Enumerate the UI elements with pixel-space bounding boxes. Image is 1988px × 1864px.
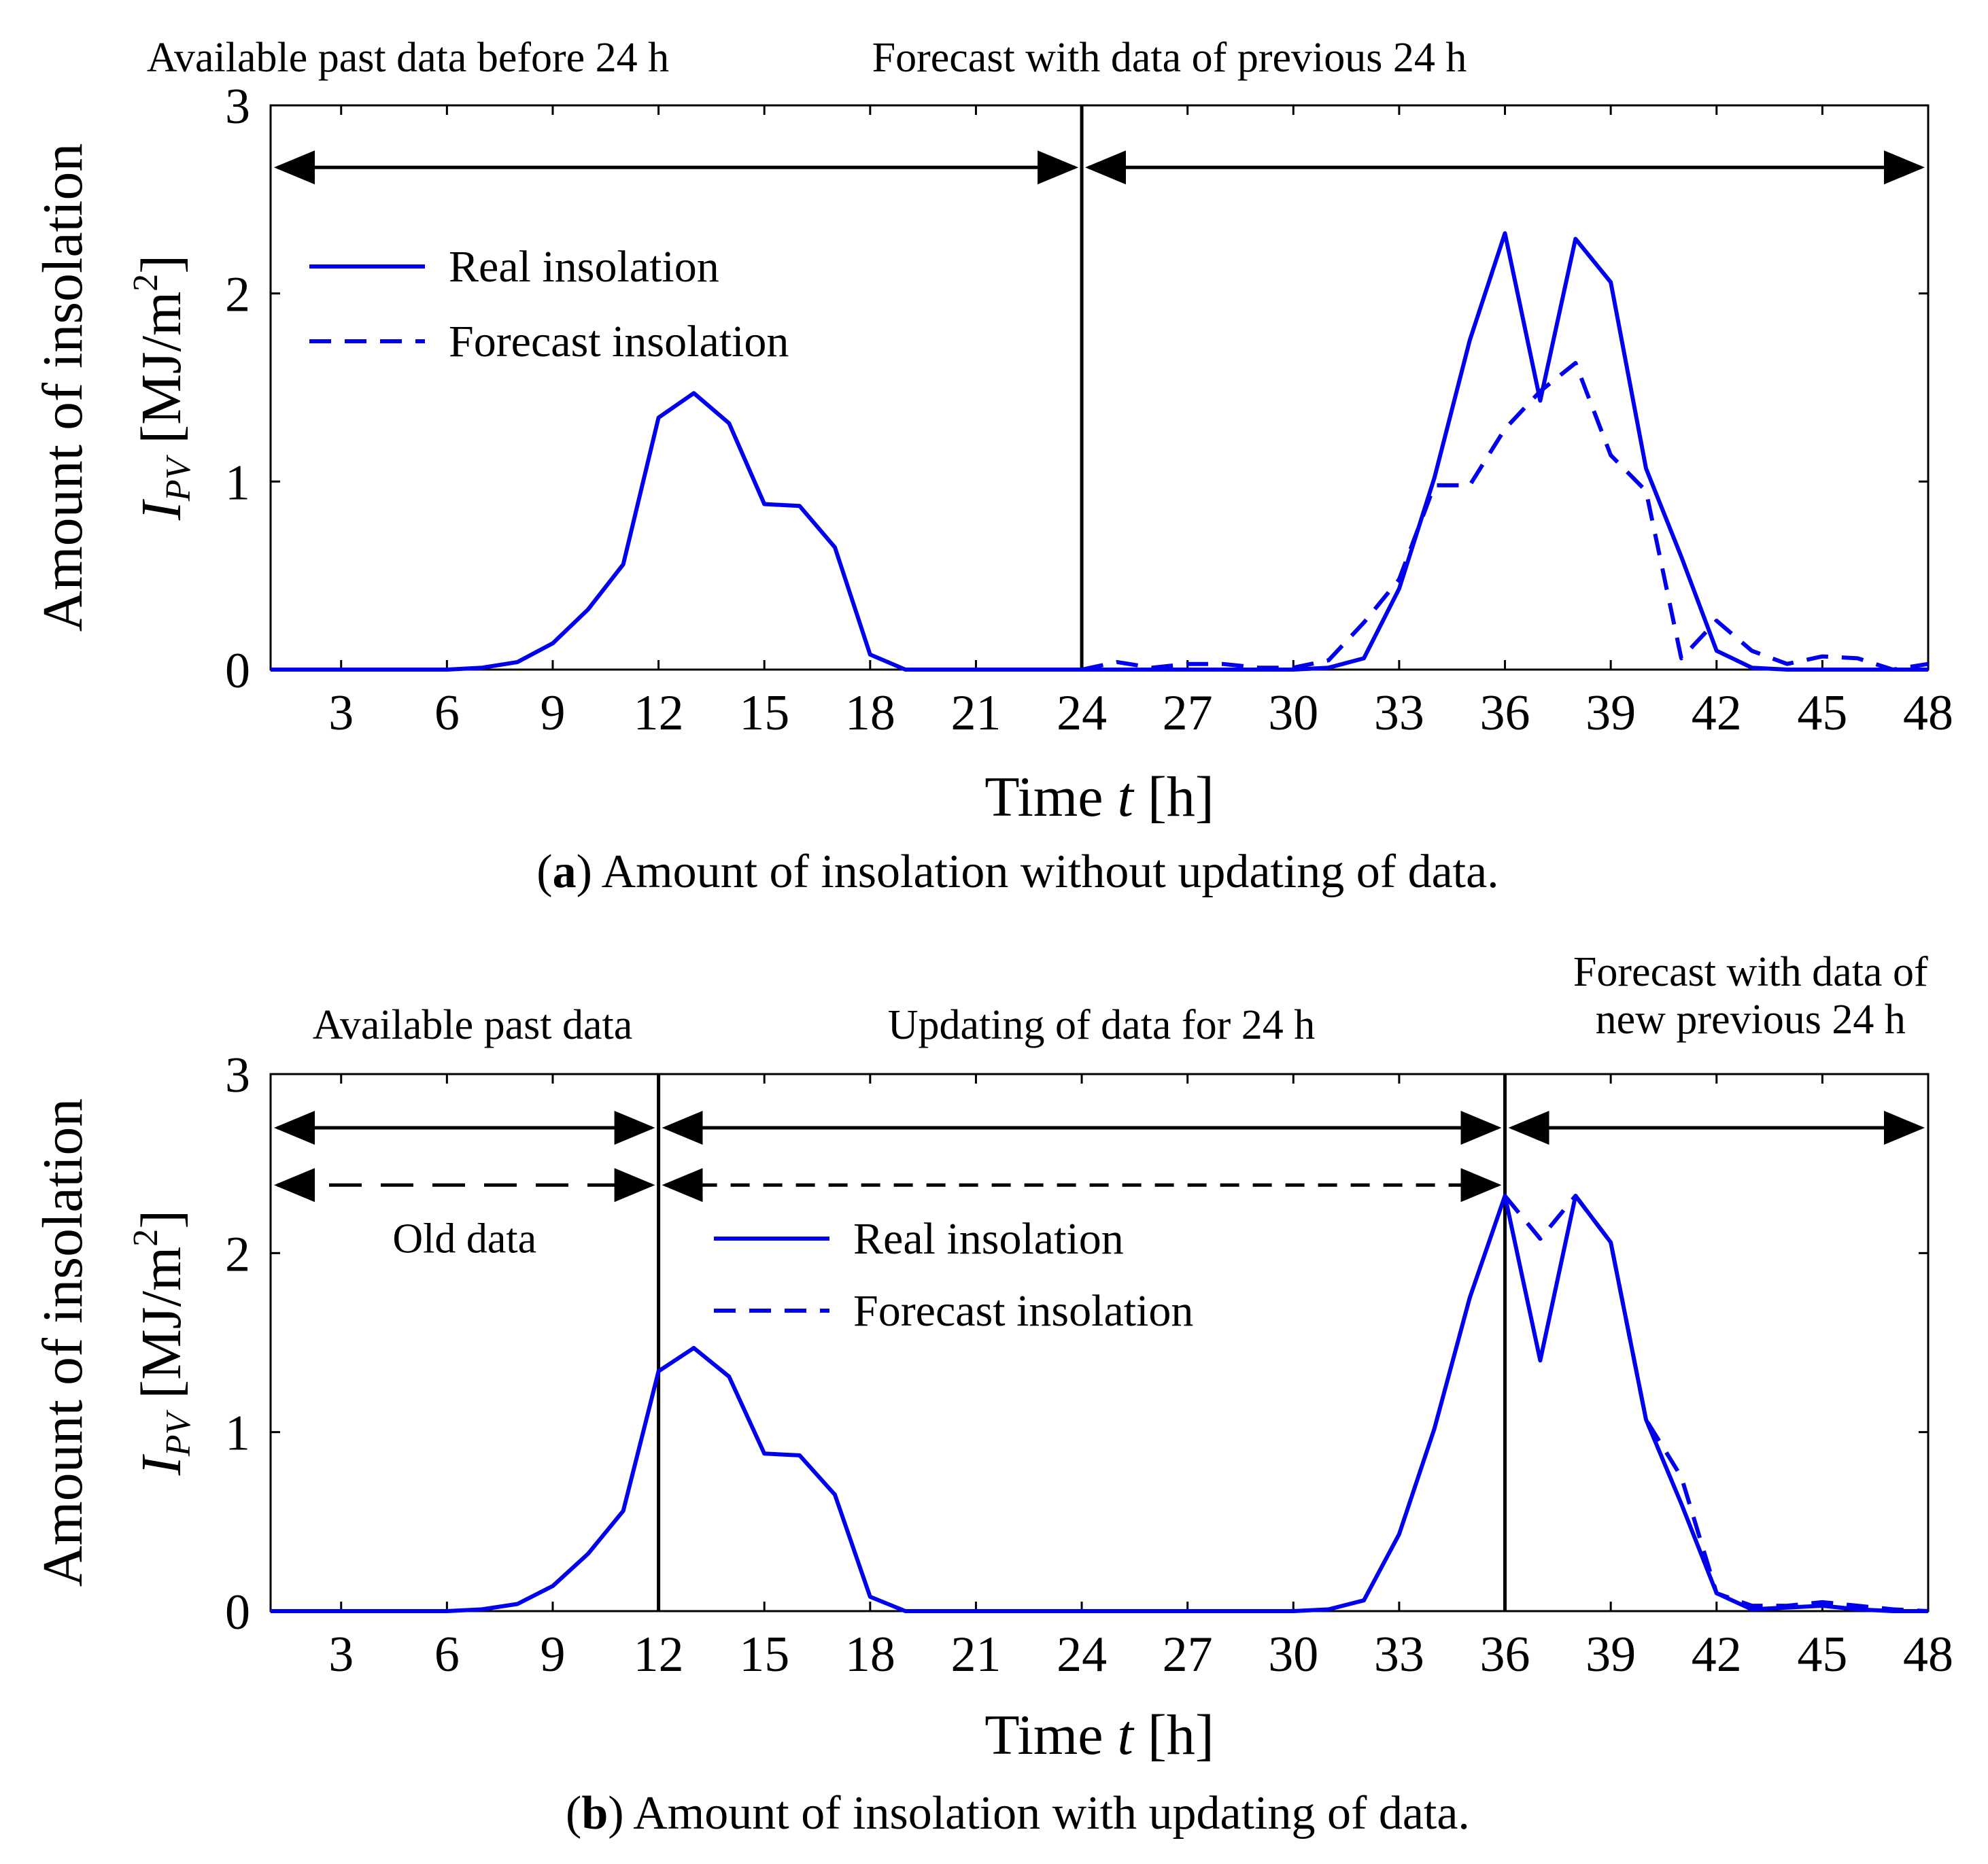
y-axis-unit-label: IPV [MJ/m2] bbox=[126, 255, 198, 521]
x-tick-label: 15 bbox=[739, 685, 789, 741]
y-axis-unit-sup: 2 bbox=[126, 274, 165, 292]
legend-label: Real insolation bbox=[449, 242, 719, 292]
caption-label: b bbox=[581, 1787, 608, 1840]
x-tick-label: 3 bbox=[328, 1627, 354, 1682]
caption: (b) Amount of insolation with updating o… bbox=[566, 1787, 1470, 1840]
y-tick-label: 2 bbox=[225, 267, 250, 323]
x-axis-label-unit: [h] bbox=[1133, 1704, 1214, 1767]
x-tick-label: 33 bbox=[1374, 1627, 1424, 1682]
x-tick-label: 42 bbox=[1692, 1627, 1742, 1682]
plot-frame bbox=[269, 1073, 1930, 1612]
real-insolation-line bbox=[271, 1194, 1928, 1613]
x-axis-label-text: Time bbox=[984, 1704, 1117, 1767]
range-label: Available past data before 24 h bbox=[147, 35, 669, 81]
x-axis-label: Time t [h] bbox=[984, 765, 1214, 829]
x-tick-label: 30 bbox=[1268, 1627, 1318, 1682]
x-tick-label: 33 bbox=[1374, 685, 1424, 741]
panel-b: 3 6 9 12 15 18 21 24 27 30 33 36 39 42 45 480123Availab… bbox=[31, 949, 1953, 1840]
y-tick-label: 1 bbox=[225, 455, 250, 511]
x-tick-label: 36 bbox=[1480, 685, 1530, 741]
y-tick-label: 0 bbox=[225, 643, 250, 699]
x-tick-label: 27 bbox=[1163, 1627, 1213, 1682]
y-tick-label: 1 bbox=[225, 1406, 250, 1462]
x-tick-label: 15 bbox=[739, 1627, 789, 1682]
caption-close: ) bbox=[577, 846, 602, 898]
y-axis-symbol: I bbox=[130, 1453, 193, 1476]
x-tick-label: 9 bbox=[540, 685, 565, 741]
x-tick-label: 24 bbox=[1057, 1627, 1107, 1682]
x-tick-label: 48 bbox=[1903, 1627, 1953, 1682]
x-tick-label: 45 bbox=[1797, 1627, 1847, 1682]
y-axis-subscript: PV bbox=[159, 455, 198, 502]
x-tick-label: 30 bbox=[1268, 685, 1318, 741]
range-label: Forecast with data of new previous 24 h bbox=[1573, 949, 1928, 1043]
range-label-line2: new previous 24 h bbox=[1596, 997, 1906, 1043]
caption-text: Amount of insolation with updating of da… bbox=[633, 1787, 1470, 1840]
y-tick-label: 3 bbox=[225, 79, 250, 135]
y-tick-label: 0 bbox=[225, 1585, 250, 1640]
caption-label: a bbox=[553, 846, 577, 898]
x-tick-label: 45 bbox=[1797, 685, 1847, 741]
x-tick-label: 21 bbox=[950, 685, 1001, 741]
forecast-insolation-line bbox=[1503, 1194, 1929, 1613]
x-tick-label: 18 bbox=[845, 1627, 895, 1682]
x-tick-label: 39 bbox=[1586, 685, 1636, 741]
panels: 3 6 9 12 15 18 21 24 27 30 33 36 39 42 45 480123Availab… bbox=[31, 35, 1953, 1840]
y-axis-subscript: PV bbox=[159, 1410, 198, 1457]
x-axis-label-unit: [h] bbox=[1133, 765, 1214, 829]
range-label: Forecast with data of previous 24 h bbox=[872, 35, 1467, 81]
range-label: Updating of data for 24 h bbox=[888, 1002, 1315, 1048]
legend-label: Real insolation bbox=[853, 1214, 1124, 1264]
y-axis-unit: [MJ/m bbox=[130, 292, 193, 458]
y-axis-symbol: I bbox=[130, 498, 193, 521]
range-label-line1: Forecast with data of bbox=[1573, 949, 1928, 995]
panel-a: 3 6 9 12 15 18 21 24 27 30 33 36 39 42 45 480123Availab… bbox=[31, 35, 1953, 898]
y-axis-unit-close: ] bbox=[130, 1210, 193, 1229]
y-axis-label: Amount of insolation bbox=[31, 143, 95, 632]
x-axis-label: Time t [h] bbox=[984, 1704, 1214, 1767]
y-axis-label: Amount of insolation bbox=[31, 1099, 95, 1587]
x-tick-label: 18 bbox=[845, 685, 895, 741]
x-tick-label: 24 bbox=[1057, 685, 1107, 741]
x-tick-label: 12 bbox=[634, 1627, 684, 1682]
y-axis-unit-label: IPV [MJ/m2] bbox=[126, 1210, 198, 1477]
range-label: Available past data bbox=[313, 1002, 633, 1048]
caption-text: Amount of insolation without updating of… bbox=[602, 846, 1499, 898]
x-tick-label: 21 bbox=[950, 1627, 1001, 1682]
x-axis-label-text: Time bbox=[984, 765, 1117, 829]
y-axis-unit-close: ] bbox=[130, 255, 193, 274]
y-axis-unit-sup: 2 bbox=[126, 1229, 165, 1247]
x-tick-label: 36 bbox=[1480, 1627, 1530, 1682]
x-tick-label: 6 bbox=[434, 685, 460, 741]
x-tick-label: 6 bbox=[434, 1627, 460, 1682]
x-tick-label: 39 bbox=[1586, 1627, 1636, 1682]
legend-label: Forecast insolation bbox=[853, 1286, 1193, 1336]
x-tick-label: 9 bbox=[540, 1627, 565, 1682]
x-tick-label: 48 bbox=[1903, 685, 1953, 741]
x-axis-label-var: t bbox=[1118, 1704, 1135, 1767]
x-tick-label: 3 bbox=[328, 685, 354, 741]
y-axis-unit: [MJ/m bbox=[130, 1247, 193, 1413]
caption-open: ( bbox=[536, 846, 552, 898]
x-tick-label: 27 bbox=[1163, 685, 1213, 741]
plot-frame bbox=[269, 104, 1930, 671]
y-tick-label: 2 bbox=[225, 1226, 250, 1282]
caption-open: ( bbox=[566, 1787, 581, 1840]
real-insolation-line bbox=[271, 231, 1928, 672]
legend-label: Forecast insolation bbox=[449, 317, 789, 366]
old-data-label: Old data bbox=[392, 1215, 536, 1262]
x-tick-label: 12 bbox=[634, 685, 684, 741]
caption: (a) Amount of insolation without updatin… bbox=[536, 846, 1498, 898]
x-tick-label: 42 bbox=[1692, 685, 1742, 741]
x-axis-label-var: t bbox=[1118, 765, 1135, 829]
caption-close: ) bbox=[608, 1787, 633, 1840]
forecast-insolation-line bbox=[1081, 361, 1929, 672]
y-tick-label: 3 bbox=[225, 1048, 250, 1103]
